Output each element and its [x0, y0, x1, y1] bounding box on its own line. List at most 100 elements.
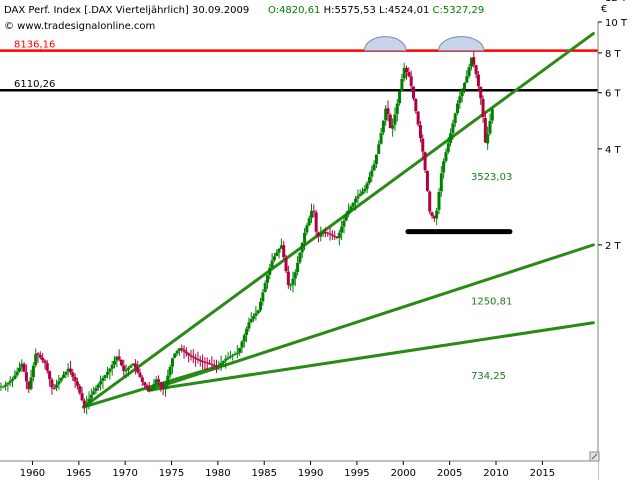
candle-body [173, 353, 177, 358]
candle-body [113, 360, 117, 365]
candle-body [8, 380, 12, 383]
candle-body [196, 358, 200, 361]
candle-body [263, 283, 267, 293]
candle-body [261, 292, 265, 302]
candle-body [238, 348, 242, 353]
candle-body [456, 103, 460, 114]
candle-body [289, 285, 293, 287]
candle-body [365, 183, 369, 189]
candle-body [486, 134, 490, 144]
candle-body [145, 385, 149, 389]
candle-body [467, 67, 471, 76]
bottom-axis-panel [0, 461, 598, 480]
candle-body [340, 226, 344, 233]
header-ohlc: O:4820,61 H:5575,53 L:4524,01 C:5327,29 [268, 5, 484, 16]
candle-body [333, 235, 337, 237]
candle-body [354, 198, 358, 203]
candle-body [358, 193, 362, 197]
candle-body [384, 108, 388, 121]
candle-body [175, 350, 179, 354]
candle-body [73, 376, 77, 382]
chart-header: DAX Perf. Index [.DAX Vierteljährlich] 3… [4, 5, 484, 32]
candle-body [24, 372, 28, 382]
candle-body [381, 120, 385, 133]
trendline-label: 3523,03 [471, 172, 512, 183]
plot-area: 8136,16 6110,26 3523,03 1250,81 734,25 [0, 32, 598, 415]
candle-body [328, 233, 332, 235]
ohlc-value: C:5327,29 [429, 5, 484, 16]
candle-body [20, 363, 24, 368]
candle-body [391, 125, 395, 129]
candle-body [335, 236, 339, 238]
candle-body [409, 76, 413, 86]
candle-body [379, 133, 383, 144]
candle-body [469, 57, 473, 67]
candle-body [41, 357, 45, 361]
candle-body [247, 322, 251, 329]
candle-body [488, 121, 492, 134]
candle-body [117, 356, 121, 360]
x-tick-label: 2010 [483, 468, 508, 479]
candle-body [59, 377, 63, 381]
candle-body [13, 375, 17, 380]
candle-body [342, 220, 346, 227]
candle-body [349, 206, 353, 211]
x-tick-label: 1970 [112, 468, 137, 479]
candle-body [50, 379, 54, 388]
candle-body [298, 252, 302, 263]
candle-body [152, 384, 156, 389]
y-tick-label: 6 T [605, 89, 622, 100]
candle-body [268, 267, 272, 275]
candle-body [189, 355, 193, 357]
candle-body [307, 218, 311, 226]
candle-body [140, 377, 144, 382]
candle-body [293, 272, 297, 279]
x-tick-label: 2015 [530, 468, 555, 479]
candle-body [361, 191, 365, 194]
candle-body [31, 365, 35, 378]
x-tick-label: 2005 [437, 468, 462, 479]
candle-body [94, 387, 98, 392]
candle-body [374, 154, 378, 164]
candle-body [347, 210, 351, 215]
right-axis-panel [598, 0, 640, 480]
candle-body [159, 382, 163, 386]
candle-body [272, 256, 276, 261]
candle-body [143, 382, 147, 386]
candle-body [270, 260, 274, 268]
candle-body [430, 212, 434, 217]
candle-body [305, 225, 309, 233]
y-tick-label: 4 T [605, 145, 622, 156]
x-tick-label: 1980 [205, 468, 230, 479]
candle-body [124, 369, 128, 372]
candle-body [78, 385, 82, 393]
candle-body [356, 196, 360, 199]
x-tick-label: 2000 [391, 468, 416, 479]
candle-body [27, 381, 31, 390]
candle-body [282, 245, 286, 258]
candle-body [138, 372, 142, 378]
candle-body [187, 353, 191, 356]
candle-body [96, 384, 100, 388]
candle-body [425, 170, 429, 191]
candle-body [106, 371, 110, 375]
candle-body [15, 371, 19, 376]
candle-body [68, 368, 72, 373]
candle-body [245, 328, 249, 335]
candle-body [166, 375, 170, 384]
candle-body [194, 357, 198, 359]
candle-body [291, 278, 295, 285]
ohlc-value: H:5575,53 [320, 5, 375, 16]
candle-body [126, 367, 130, 370]
candle-body [265, 275, 269, 283]
candle-body [483, 118, 487, 143]
candle-body [89, 394, 93, 399]
x-tick-label: 1995 [344, 468, 369, 479]
candle-body [310, 211, 314, 218]
candle-body [92, 391, 96, 395]
candle-body [277, 248, 281, 253]
candle-body [82, 400, 86, 407]
candle-body [474, 65, 478, 75]
candle-body [370, 170, 374, 177]
